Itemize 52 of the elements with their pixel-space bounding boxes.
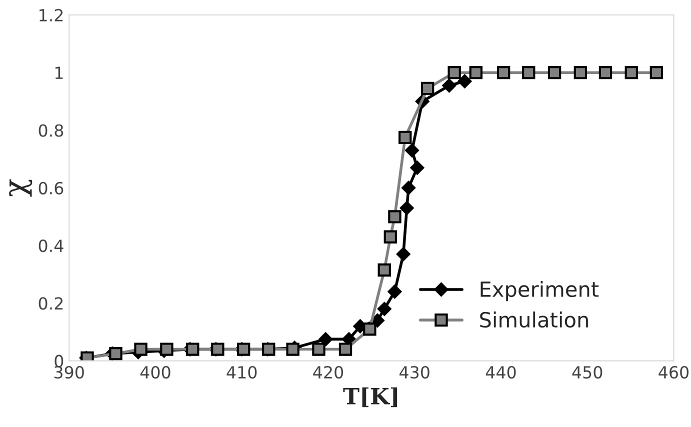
y-axis-title: χ (9, 179, 32, 197)
point (211, 342, 224, 356)
point (458, 74, 472, 88)
y-tick-label: 0.8 (38, 124, 64, 137)
point (388, 210, 402, 224)
point (186, 342, 200, 356)
point (598, 66, 612, 80)
legend-label: Experiment (480, 280, 599, 302)
x-tick-label: 430 (400, 366, 430, 379)
point (160, 342, 174, 356)
point (469, 66, 483, 80)
point (548, 66, 562, 80)
x-tick-label: 400 (140, 366, 170, 379)
point (338, 342, 352, 356)
point (398, 130, 412, 144)
point (286, 342, 300, 356)
point (378, 263, 391, 277)
point (384, 230, 398, 244)
point (410, 160, 424, 175)
legend-label: Simulation (480, 312, 588, 328)
point (624, 66, 638, 80)
x-axis-title: T[K] (343, 387, 398, 408)
point (522, 66, 536, 80)
point (236, 342, 250, 356)
x-tick-label: 460 (658, 366, 689, 379)
point (312, 342, 326, 356)
point (402, 180, 416, 195)
x-tick-label: 450 (572, 366, 602, 379)
x-tick-label: 420 (313, 366, 344, 379)
point (400, 201, 414, 215)
point (420, 82, 434, 96)
x-tick-label: 410 (226, 366, 257, 379)
y-tick-label: 0.2 (38, 297, 63, 310)
y-tick-label: 0.6 (38, 182, 64, 194)
point (134, 342, 148, 356)
point (650, 66, 664, 80)
point (388, 284, 402, 299)
point (109, 347, 122, 360)
x-tick-label: 440 (486, 366, 516, 379)
x-tick-label: 390 (54, 366, 84, 379)
point (318, 332, 333, 346)
point (448, 66, 461, 80)
y-tick-label: 1.2 (40, 8, 63, 22)
point (377, 302, 392, 316)
y-tick-label: 1 (55, 66, 63, 79)
point (396, 247, 410, 262)
point (574, 66, 588, 80)
y-tick-label: 0.4 (38, 239, 64, 252)
point (363, 322, 376, 336)
point (442, 78, 456, 92)
point (496, 66, 510, 80)
point (405, 143, 419, 158)
